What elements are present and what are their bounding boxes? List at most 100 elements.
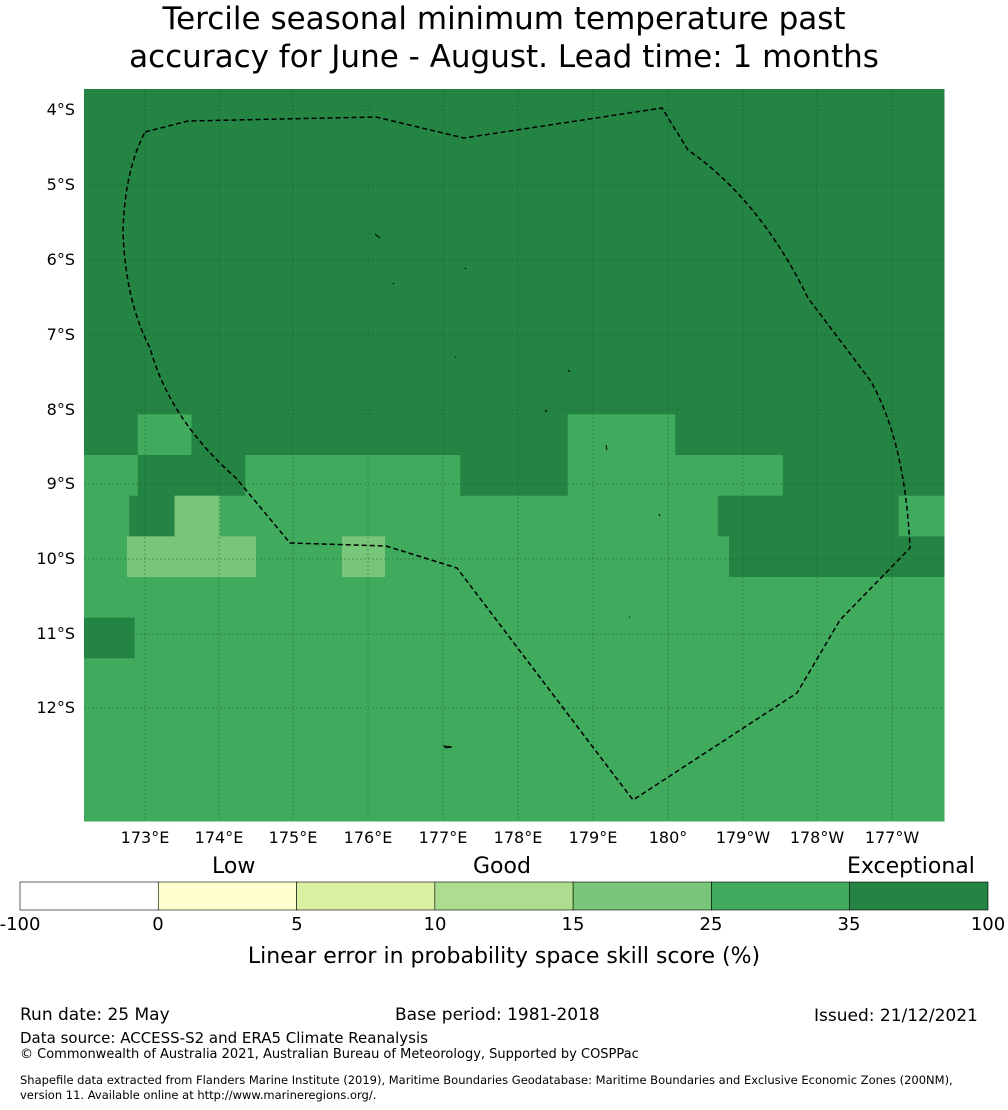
grid-cell (134, 699, 186, 741)
grid-cell (488, 577, 540, 619)
grid-cell (759, 170, 822, 212)
colorbar-tick: 15 (561, 914, 585, 935)
grid-cell (821, 373, 884, 415)
grid-cell (815, 536, 859, 578)
grid-cell (759, 333, 822, 375)
grid-cell (686, 536, 730, 578)
grid-cell (698, 292, 761, 334)
grid-cell (137, 414, 192, 456)
grid-cell (675, 414, 730, 456)
grid-cell (406, 455, 461, 497)
grid-cell (882, 129, 945, 171)
grid-cell (286, 658, 338, 700)
grid-cell (882, 292, 945, 334)
grid-cell (589, 658, 641, 700)
grid-cell (268, 333, 331, 375)
title-line-1: Tercile seasonal minimum temperature pas… (162, 1, 846, 37)
island (464, 267, 467, 270)
grid-cell (145, 129, 208, 171)
grid-cell (452, 373, 515, 415)
grid-cell (268, 211, 331, 253)
grid-cell (286, 739, 338, 781)
grid-cell (84, 333, 146, 375)
grid-cell (299, 536, 343, 578)
grid-cell (129, 495, 176, 537)
grid-cell (575, 251, 638, 293)
skill-grid-cells (84, 89, 945, 822)
grid-cell (387, 699, 439, 741)
grid-cell (286, 780, 338, 822)
lat-label: 8°S (46, 400, 75, 419)
grid-cell (782, 455, 837, 497)
grid-cell (84, 699, 136, 741)
grid-cell (438, 617, 490, 659)
lon-label: 180° (648, 828, 688, 847)
grid-cell (235, 780, 287, 822)
colorbar-label: Linear error in probability space skill … (247, 944, 761, 969)
colorbar-tick: 35 (837, 914, 861, 935)
grid-cell (268, 129, 331, 171)
colorbar-segment (572, 881, 712, 911)
colorbar-tick: 5 (291, 914, 303, 935)
grid-cell (539, 780, 591, 822)
grid-cell (842, 658, 894, 700)
grid-cell (621, 455, 676, 497)
grid-cell (836, 455, 891, 497)
base-period: Base period: 1981-2018 (395, 1005, 600, 1025)
lon-label: 177°E (418, 828, 468, 847)
grid-cell (821, 333, 884, 375)
grid-cell (514, 333, 576, 375)
grid-cell (245, 414, 300, 456)
grid-cell (514, 170, 576, 212)
grid-cell (268, 251, 331, 293)
grid-cell (536, 495, 583, 537)
issued-date: Issued: 21/12/2021 (814, 1006, 978, 1026)
eez-boundary (122, 107, 911, 802)
grid-cell (698, 251, 761, 293)
grid-cell (174, 495, 221, 537)
grid-cell (452, 333, 515, 375)
lat-label: 10°S (36, 549, 75, 568)
grid-cell (391, 211, 454, 253)
grid-cell (698, 170, 761, 212)
grid-cell (698, 211, 761, 253)
grid-cell (206, 170, 269, 212)
grid-cell (235, 739, 287, 781)
grid-cell (268, 170, 331, 212)
islands (374, 233, 661, 749)
grid-cell (792, 699, 844, 741)
grid-cell (329, 373, 392, 415)
grid-cell (329, 211, 392, 253)
grid-cell (336, 780, 389, 822)
grid-cell (842, 780, 894, 822)
grid-cell (268, 89, 331, 131)
grid-cell (84, 739, 136, 781)
grid-cell (471, 536, 515, 578)
grid-cell (575, 89, 638, 131)
grid-cell (488, 617, 540, 659)
lat-label: 5°S (46, 175, 75, 194)
grid-cell (134, 658, 186, 700)
grid-cell (882, 211, 945, 253)
grid-cell (640, 577, 692, 619)
grid-cell (352, 455, 407, 497)
grid-cell (589, 780, 641, 822)
grid-cell (842, 699, 894, 741)
grid-cell (589, 699, 641, 741)
grid-cell (134, 780, 186, 822)
grid-cell (514, 129, 576, 171)
colorbar-tick: 0 (152, 914, 164, 935)
grid-cell (759, 292, 822, 334)
lon-label: 178°W (789, 828, 845, 847)
grid-cell (137, 455, 192, 497)
lon-label: 175°E (268, 828, 318, 847)
grid-cell (84, 211, 146, 253)
grid-cell (589, 617, 641, 659)
grid-cell (387, 739, 439, 781)
grid-cell (575, 333, 638, 375)
grid-cell (539, 617, 591, 659)
category-good: Good (473, 854, 531, 879)
grid-cell (235, 699, 287, 741)
grid-cell (893, 658, 945, 700)
grid-cell (759, 373, 822, 415)
